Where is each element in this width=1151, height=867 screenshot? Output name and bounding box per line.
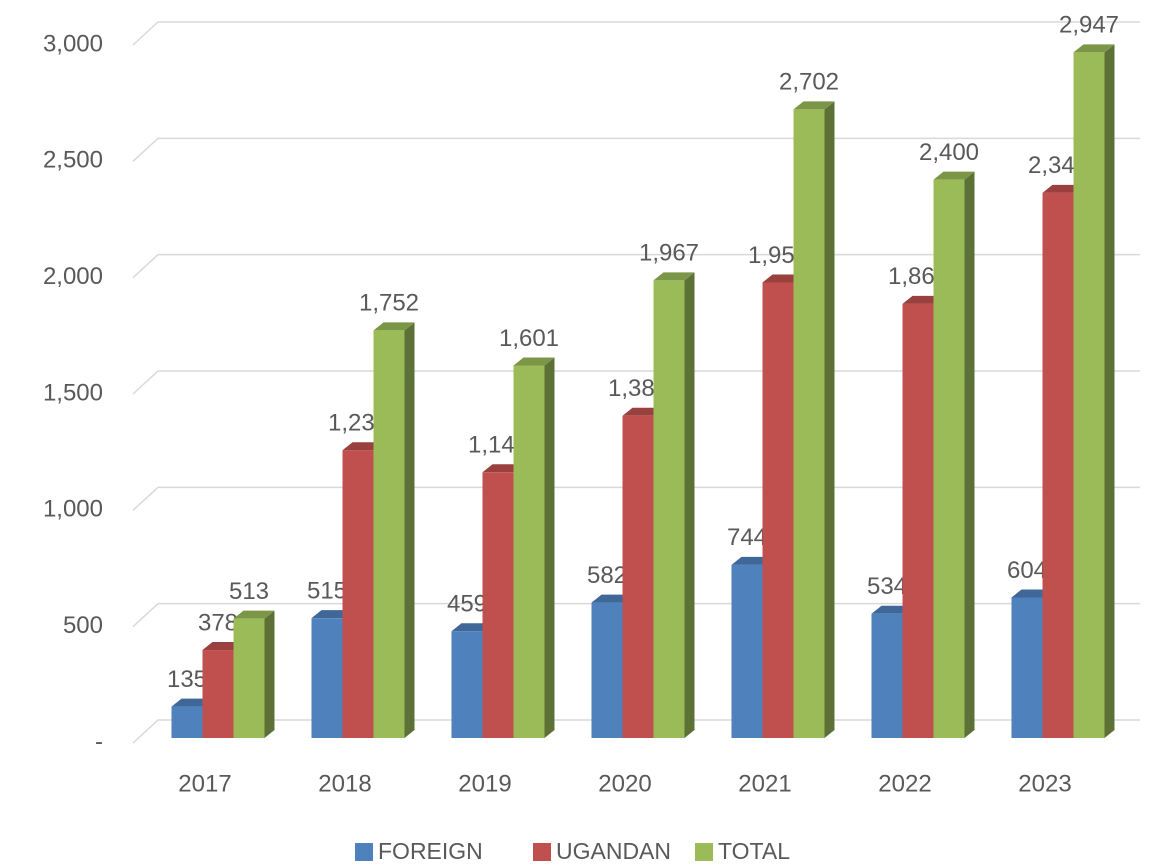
value-label: 2,947 xyxy=(1059,12,1119,39)
value-label: 2,702 xyxy=(779,69,839,96)
legend-label: FOREIGN xyxy=(378,838,483,864)
value-label: 515 xyxy=(307,578,347,605)
value-label: 1,967 xyxy=(639,240,699,267)
bar-front xyxy=(871,613,903,738)
bar-front xyxy=(311,618,343,738)
x-tick-label: 2022 xyxy=(878,770,931,797)
bar-side xyxy=(684,272,695,738)
bar xyxy=(233,610,275,738)
value-label: 582 xyxy=(587,562,627,589)
bar-front xyxy=(513,365,545,738)
x-tick-label: 2019 xyxy=(458,770,511,797)
bar-front xyxy=(1011,597,1043,738)
bar-front xyxy=(902,303,934,738)
grid-line xyxy=(132,137,1140,162)
bar-side xyxy=(824,101,835,739)
y-tick-label: 1,000 xyxy=(43,496,103,523)
bar xyxy=(1073,44,1115,738)
legend-swatch xyxy=(355,843,373,861)
x-tick-label: 2023 xyxy=(1018,770,1071,797)
value-label: 744 xyxy=(727,524,767,551)
grid-line xyxy=(132,253,1140,279)
bar-front xyxy=(793,109,825,739)
bar-side xyxy=(544,357,555,738)
x-tick-label: 2020 xyxy=(598,770,651,797)
y-tick-label: 3,000 xyxy=(43,30,103,57)
bar-top xyxy=(871,605,913,614)
bar-top xyxy=(1011,589,1053,598)
bar-front xyxy=(762,282,794,738)
bar-side xyxy=(1104,44,1115,738)
bar-front xyxy=(1073,52,1105,738)
bar xyxy=(653,272,695,738)
value-label: 604 xyxy=(1007,557,1047,584)
value-label: 513 xyxy=(229,578,269,605)
bar-top xyxy=(311,610,353,619)
x-tick-label: 2018 xyxy=(318,770,371,797)
value-label: 2,400 xyxy=(919,139,979,166)
bar-top xyxy=(342,442,384,451)
bar-front xyxy=(451,631,483,738)
bar-top xyxy=(171,698,213,707)
bar xyxy=(933,171,975,739)
x-tick-label: 2017 xyxy=(178,770,231,797)
bar-front xyxy=(482,472,514,738)
legend-label: UGANDAN xyxy=(556,838,671,864)
bar-front xyxy=(373,330,405,738)
bar-top xyxy=(1073,44,1115,53)
bar-front xyxy=(1042,192,1074,738)
legend-swatch xyxy=(533,843,551,861)
bar-front xyxy=(622,415,654,738)
value-label: 1,752 xyxy=(359,290,419,317)
bar-top xyxy=(731,556,773,565)
bar-front xyxy=(591,602,623,738)
legend-swatch xyxy=(695,843,713,861)
bar-front xyxy=(731,564,763,738)
bar-front xyxy=(933,179,965,739)
bar-side xyxy=(964,171,975,739)
grid-line xyxy=(132,21,1140,46)
bar-side xyxy=(404,322,415,738)
bar-top xyxy=(762,274,804,283)
value-label: 378 xyxy=(198,609,238,636)
bar-front xyxy=(233,618,265,738)
bar-side xyxy=(264,610,275,738)
bar xyxy=(513,357,555,738)
y-tick-label: 2,500 xyxy=(43,147,103,174)
legend-label: TOTAL xyxy=(718,838,790,864)
bar xyxy=(373,322,415,738)
bar-top xyxy=(233,610,275,619)
y-tick-label: 2,000 xyxy=(43,263,103,290)
bar-top xyxy=(202,642,244,651)
y-tick-label: - xyxy=(95,728,103,755)
bar-top xyxy=(902,295,944,304)
bar-top xyxy=(653,272,695,281)
bar-top xyxy=(1042,184,1084,193)
bar-top xyxy=(933,171,975,180)
value-label: 1,601 xyxy=(499,325,559,352)
bar xyxy=(311,610,353,738)
bar-front xyxy=(202,650,234,738)
value-label: 135 xyxy=(167,666,207,693)
bar-front xyxy=(653,280,685,738)
value-label: 534 xyxy=(867,573,907,600)
bar-top xyxy=(622,407,664,416)
y-tick-label: 500 xyxy=(63,612,103,639)
bar-front xyxy=(171,706,203,738)
bar-top xyxy=(513,357,555,366)
bar-top xyxy=(373,322,415,331)
bar-top xyxy=(482,464,524,473)
x-tick-label: 2021 xyxy=(738,770,791,797)
y-tick-label: 1,500 xyxy=(43,379,103,406)
bar xyxy=(793,101,835,739)
bar-top xyxy=(591,594,633,603)
value-label: 459 xyxy=(447,591,487,618)
bar-front xyxy=(342,450,374,738)
bar-top xyxy=(793,101,835,110)
bar-top xyxy=(451,623,493,632)
